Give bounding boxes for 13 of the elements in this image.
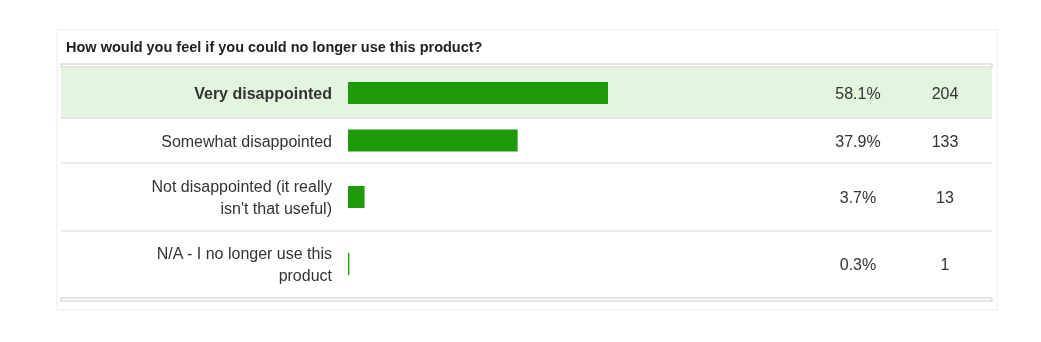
data-label: 0.3% [839,256,877,273]
y-tick-label: Not disappointed (it really isn't that useful) [151,178,332,217]
data-label: 58.1% [835,85,881,102]
text: 1 [940,256,950,273]
text: 133 [931,132,959,150]
y-tick-label: N/A - I no longer use this product [156,245,333,284]
y-tick-label: Very disappointed [194,85,332,102]
data-label: 3.7% [839,189,877,206]
text: 13 [936,189,954,206]
text: 204 [931,85,959,102]
data-label: 37.9% [835,132,881,150]
y-tick-label: Somewhat disappointed [161,132,332,150]
chart-title: How would you feel if you could no longer use this product? [66,39,483,55]
